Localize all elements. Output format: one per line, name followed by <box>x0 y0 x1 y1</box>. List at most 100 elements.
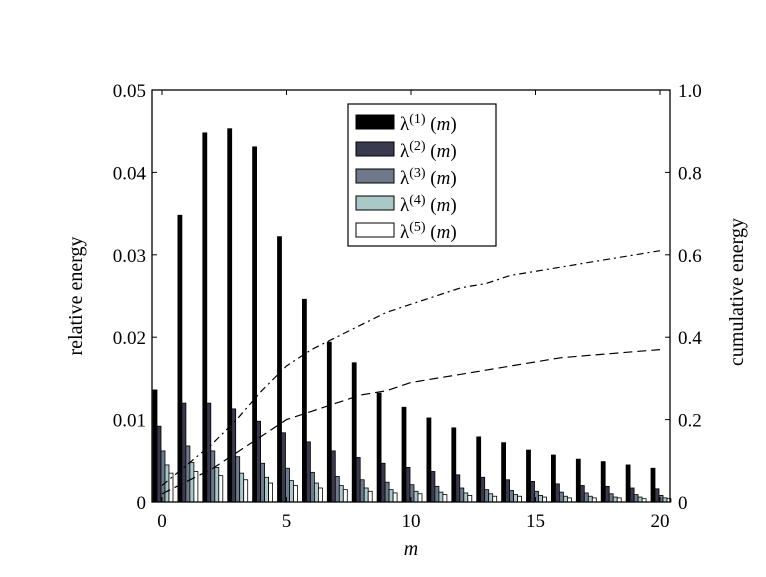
bar-series1-m6 <box>301 298 307 503</box>
bar-series4-m6 <box>313 482 319 503</box>
y-tick-label-left: 0.05 <box>113 81 146 102</box>
bar-series2-m5 <box>281 432 286 503</box>
bar-series3-m4 <box>260 462 266 503</box>
cumulative-line-dash-dot <box>161 250 661 486</box>
bars-layer <box>152 128 672 503</box>
bar-series1-m8 <box>351 362 357 503</box>
ticks-layer: 0 5 10 15 20 0 0.01 0.02 0.03 0.04 0.05 0 0.2 0.4 0.6 0… <box>113 81 703 532</box>
bar-series1-m17 <box>575 458 581 503</box>
bar-series3-m12 <box>459 487 465 503</box>
bar-series1-m1 <box>177 214 183 503</box>
bar-series1-m2 <box>202 132 208 503</box>
x-tick-label: 10 <box>402 511 421 532</box>
bar-series1-m10 <box>401 406 407 503</box>
bar-series1-m12 <box>451 427 457 503</box>
bar-series5-m15 <box>542 496 547 503</box>
bar-series4-m15 <box>538 495 543 503</box>
y-tick-label-right: 0.6 <box>678 246 702 267</box>
bar-series2-m17 <box>579 485 585 503</box>
bar-series4-m8 <box>363 487 369 503</box>
legend-label-series4: λ(4) (m) <box>400 193 457 216</box>
legend-label-series2: λ(2) (m) <box>400 139 457 162</box>
bar-series2-m10 <box>405 466 411 503</box>
legend-swatch-series2 <box>355 141 395 157</box>
bar-series3-m14 <box>509 490 515 503</box>
bar-series4-m0 <box>164 464 170 503</box>
y-tick-label-left: 0 <box>137 493 147 514</box>
bar-series2-m0 <box>156 425 162 503</box>
bar-series2-m12 <box>455 474 461 503</box>
bar-series3-m5 <box>285 467 290 503</box>
x-axis-label: m <box>404 538 418 560</box>
bar-series1-m13 <box>476 436 482 503</box>
bar-series1-m14 <box>501 442 507 503</box>
bar-series5-m5 <box>293 485 298 503</box>
bar-series1-m4 <box>252 146 258 503</box>
legend: λ(1) (m) λ(2) (m) λ(3) (m) λ(4) (m) λ(5) (m) <box>347 103 497 247</box>
bar-series3-m16 <box>559 491 564 503</box>
y-tick-label-right: 0 <box>678 493 688 514</box>
x-tick-label: 0 <box>157 511 167 532</box>
bar-series3-m8 <box>359 479 365 503</box>
bar-series1-m15 <box>526 449 531 503</box>
bar-series3-m11 <box>434 485 440 503</box>
bar-series4-m13 <box>488 493 494 503</box>
bar-series4-m16 <box>563 495 568 503</box>
bar-series1-m18 <box>600 461 606 503</box>
y-tick-label-left: 0.04 <box>113 163 147 184</box>
bar-series1-m5 <box>277 236 282 503</box>
x-tick-label: 15 <box>526 511 545 532</box>
x-tick-label: 20 <box>651 511 670 532</box>
legend-label-series3: λ(3) (m) <box>400 166 457 189</box>
bar-series4-m18 <box>612 496 618 503</box>
bar-series2-m15 <box>530 480 535 503</box>
bar-series2-m14 <box>505 479 511 503</box>
bar-series5-m2 <box>218 475 224 503</box>
bar-series2-m13 <box>480 476 486 503</box>
legend-swatch-series3 <box>355 168 395 184</box>
y-tick-label-right: 0.2 <box>678 411 702 432</box>
bar-series5-m3 <box>243 479 249 503</box>
bar-series3-m17 <box>583 492 589 503</box>
bar-series4-m1 <box>189 462 195 503</box>
y-tick-label-left: 0.03 <box>113 246 146 267</box>
bar-series3-m0 <box>160 450 166 503</box>
bar-series2-m18 <box>604 485 610 503</box>
bar-series5-m10 <box>417 493 423 503</box>
y-axis-label-right: cumulative energy <box>726 218 748 366</box>
legend-swatch-series1 <box>355 114 395 130</box>
bar-series4-m7 <box>338 485 344 503</box>
bar-series4-m9 <box>388 489 394 503</box>
bar-series3-m1 <box>185 445 191 503</box>
bar-series2-m4 <box>256 420 262 503</box>
lines-layer <box>161 250 661 495</box>
bar-series3-m7 <box>334 476 340 503</box>
bar-series1-m11 <box>426 417 432 503</box>
bar-series2-m20 <box>654 488 660 503</box>
bar-series5-m8 <box>367 490 373 503</box>
bar-series5-m7 <box>342 489 348 503</box>
bar-series5-m11 <box>442 494 448 503</box>
bar-series3-m13 <box>484 489 490 503</box>
bar-series2-m11 <box>430 471 436 503</box>
bar-series3-m19 <box>633 494 639 503</box>
legend-swatch-series5 <box>355 222 395 238</box>
bar-series5-m6 <box>317 487 323 503</box>
bar-series2-m7 <box>330 450 336 503</box>
legend-swatch-series4 <box>355 195 395 211</box>
y-tick-label-right: 0.4 <box>678 328 702 349</box>
bar-series2-m19 <box>629 487 635 503</box>
bar-series4-m12 <box>463 492 469 503</box>
bar-series4-m17 <box>587 495 593 503</box>
bar-series1-m16 <box>551 454 556 503</box>
bar-series5-m14 <box>517 495 522 503</box>
bar-series1-m3 <box>227 128 233 503</box>
bar-series4-m14 <box>513 494 518 503</box>
bar-series3-m18 <box>608 493 614 503</box>
bar-series4-m5 <box>289 480 294 503</box>
bar-series4-m2 <box>214 466 220 503</box>
x-tick-label: 5 <box>282 511 292 532</box>
bar-series3-m3 <box>235 456 241 503</box>
bar-series1-m19 <box>625 464 631 503</box>
